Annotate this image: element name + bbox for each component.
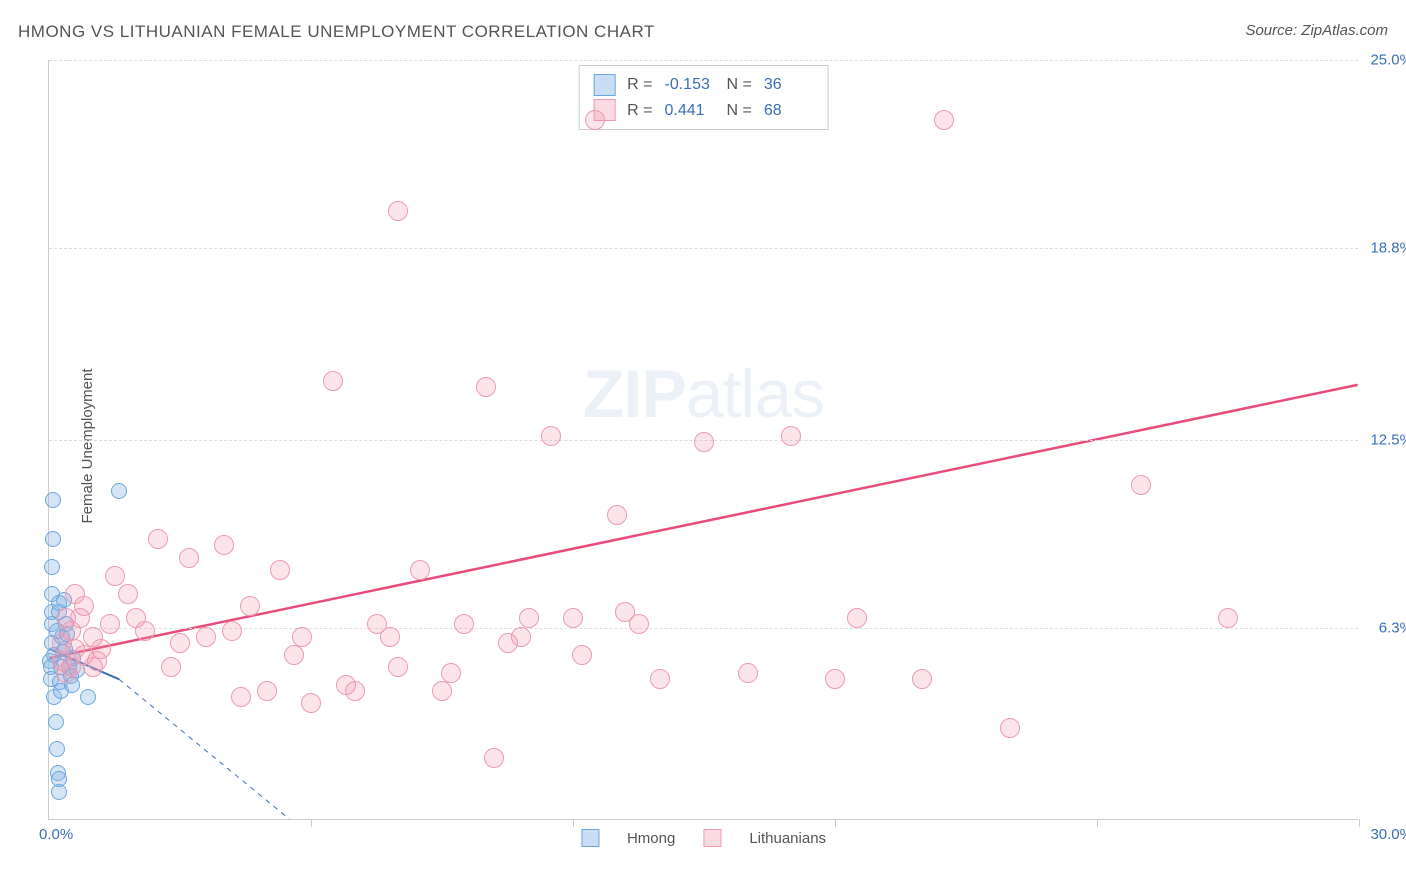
- data-point: [323, 371, 343, 391]
- x-max-label: 30.0%: [1370, 826, 1406, 843]
- data-point: [825, 669, 845, 689]
- x-tick: [1359, 819, 1360, 827]
- data-point: [694, 432, 714, 452]
- data-point: [912, 669, 932, 689]
- y-tick-label: 12.5%: [1370, 432, 1406, 449]
- data-point: [270, 560, 290, 580]
- data-point: [257, 681, 277, 701]
- x-tick: [835, 819, 836, 827]
- x-tick: [573, 819, 574, 827]
- swatch-blue-icon: [593, 74, 615, 96]
- y-tick-label: 6.3%: [1379, 620, 1406, 637]
- stat-r-value-hmong: -0.153: [665, 72, 715, 98]
- data-point: [563, 608, 583, 628]
- stat-n-value-hmong: 36: [764, 72, 814, 98]
- x-tick: [1097, 819, 1098, 827]
- data-point: [170, 633, 190, 653]
- data-point: [511, 627, 531, 647]
- y-tick-label: 18.8%: [1370, 240, 1406, 257]
- gridline-h: [49, 248, 1358, 249]
- data-point: [179, 548, 199, 568]
- data-point: [388, 201, 408, 221]
- gridline-h: [49, 60, 1358, 61]
- data-point: [80, 689, 96, 705]
- data-point: [161, 657, 181, 677]
- data-point: [222, 621, 242, 641]
- data-point: [48, 714, 64, 730]
- data-point: [118, 584, 138, 604]
- data-point: [650, 669, 670, 689]
- data-point: [410, 560, 430, 580]
- data-point: [45, 492, 61, 508]
- y-tick-label: 25.0%: [1370, 52, 1406, 69]
- legend-swatch-hmong-icon: [581, 829, 599, 847]
- data-point: [585, 110, 605, 130]
- plot-area: ZIPatlas R = -0.153 N = 36 R = 0.441 N =…: [48, 60, 1358, 820]
- data-point: [441, 663, 461, 683]
- data-point: [126, 608, 146, 628]
- data-point: [45, 531, 61, 547]
- data-point: [44, 559, 60, 575]
- stat-r-value-lith: 0.441: [665, 98, 715, 124]
- data-point: [56, 608, 76, 628]
- stats-row-hmong: R = -0.153 N = 36: [593, 72, 814, 98]
- stat-n-label: N =: [727, 72, 752, 98]
- data-point: [292, 627, 312, 647]
- data-point: [214, 535, 234, 555]
- x-tick: [311, 819, 312, 827]
- stat-n-value-lith: 68: [764, 98, 814, 124]
- data-point: [541, 426, 561, 446]
- data-point: [781, 426, 801, 446]
- data-point: [519, 608, 539, 628]
- data-point: [380, 627, 400, 647]
- x-origin-label: 0.0%: [39, 826, 73, 843]
- data-point: [847, 608, 867, 628]
- bottom-legend: Hmong Lithuanians: [581, 829, 826, 847]
- stats-row-lith: R = 0.441 N = 68: [593, 98, 814, 124]
- data-point: [484, 748, 504, 768]
- data-point: [615, 602, 635, 622]
- data-point: [231, 687, 251, 707]
- data-point: [572, 645, 592, 665]
- stat-r-label: R =: [627, 98, 652, 124]
- data-point: [388, 657, 408, 677]
- stat-n-label: N =: [727, 98, 752, 124]
- data-point: [934, 110, 954, 130]
- data-point: [65, 639, 85, 659]
- stat-r-label: R =: [627, 72, 652, 98]
- data-point: [476, 377, 496, 397]
- stats-legend: R = -0.153 N = 36 R = 0.441 N = 68: [578, 65, 829, 130]
- data-point: [56, 663, 76, 683]
- data-point: [454, 614, 474, 634]
- data-point: [607, 505, 627, 525]
- data-point: [432, 681, 452, 701]
- data-point: [1131, 475, 1151, 495]
- chart-title: HMONG VS LITHUANIAN FEMALE UNEMPLOYMENT …: [18, 22, 655, 42]
- data-point: [100, 614, 120, 634]
- data-point: [111, 483, 127, 499]
- legend-swatch-lith-icon: [703, 829, 721, 847]
- data-point: [284, 645, 304, 665]
- data-point: [74, 596, 94, 616]
- data-point: [196, 627, 216, 647]
- data-point: [301, 693, 321, 713]
- data-point: [1218, 608, 1238, 628]
- legend-label-lith: Lithuanians: [749, 830, 826, 847]
- data-point: [87, 651, 107, 671]
- data-point: [1000, 718, 1020, 738]
- data-point: [240, 596, 260, 616]
- source-label: Source: ZipAtlas.com: [1245, 22, 1388, 39]
- gridline-h: [49, 628, 1358, 629]
- data-point: [49, 741, 65, 757]
- legend-label-hmong: Hmong: [627, 830, 675, 847]
- data-point: [738, 663, 758, 683]
- data-point: [148, 529, 168, 549]
- data-point: [105, 566, 125, 586]
- data-point: [51, 771, 67, 787]
- data-point: [336, 675, 356, 695]
